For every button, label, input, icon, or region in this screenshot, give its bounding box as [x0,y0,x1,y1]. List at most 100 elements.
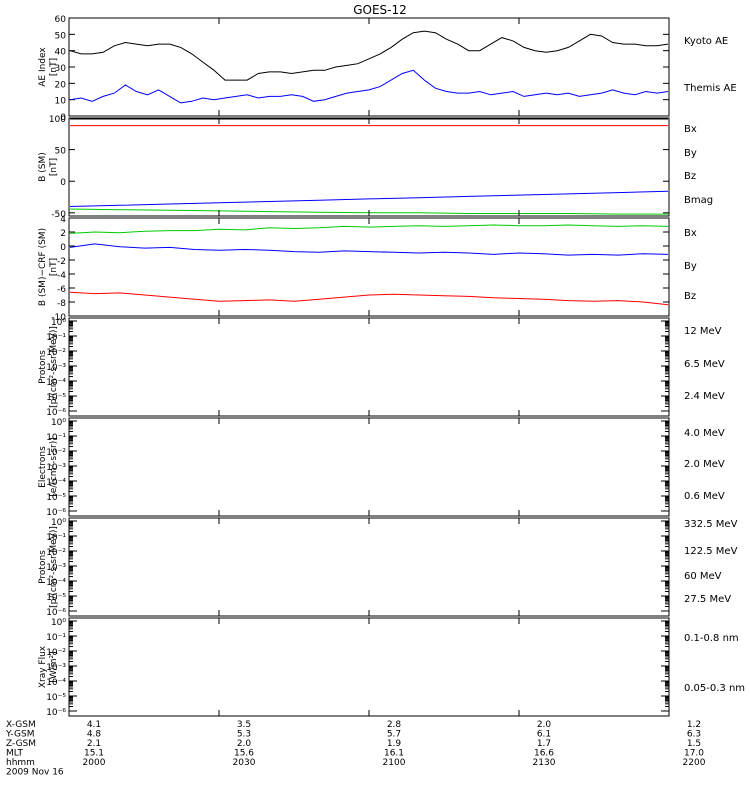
y-tick-label: 10⁻⁶ [46,608,66,618]
x-row-value: 3.5 [237,720,251,730]
panel-5: Electrons [e/(cm²-s-sr)] 10⁰ 10⁻¹ 10⁻² 10⁻³ 10… [38,417,725,518]
x-row-label: X-GSM [6,720,36,730]
x-row-value: 1.2 [687,720,701,730]
y-tick-label: 10⁻⁶ [46,408,66,418]
x-row-value: 1.9 [387,739,402,749]
y-axis-label: B (SM) [38,152,48,182]
legend-entry: Bx [684,228,697,239]
y-tick-label: 10⁻³ [46,563,66,573]
y-tick-label: 10⁻⁶ [46,708,66,718]
panel-6: Protons [p/(cm²-s-sr-MeV)]10⁰ 10⁻¹ 10⁻² 10⁻³… [38,517,738,618]
panel-frame [68,617,670,717]
x-row-value: 6.3 [687,730,701,740]
legend-entry: By [684,261,697,272]
legend-entry: 6.5 MeV [684,359,725,370]
y-axis-label: [p/(cm²-s-sr-MeV)] [49,326,59,408]
x-row-value: 17.0 [684,749,704,759]
legend-entry: 2.4 MeV [684,391,725,402]
y-tick-label: 0 [60,243,66,253]
x-row-label: Y-GSM [5,730,34,740]
legend-entry: Bz [684,291,696,302]
y-tick-label: 10⁻² [46,448,66,458]
legend-entry: Bx [684,124,697,135]
y-tick-label: 10⁻² [46,648,66,658]
panel-1: AE Index [nT] 0 10 20 30 40 50 60 Kyoto AE Themis … [38,15,737,123]
y-tick-label: -2 [57,257,66,267]
x-row-label: MLT [6,749,24,759]
y-tick-label: 2 [60,229,66,239]
series-line-kyoto-ae [69,30,669,81]
y-axis-label: Xray Flux [38,645,48,688]
y-tick-label: 100 [49,115,66,125]
y-axis-label: B (SM)−CRF (SM) [38,228,48,306]
y-tick-label: 10⁻³ [46,663,66,673]
y-tick-label: 10⁰ [51,318,66,328]
series-line-by [69,224,669,234]
y-axis-label: Electrons [38,446,48,488]
legend-entry: 0.1-0.8 nm [684,633,739,644]
x-row-label: hhmm [6,758,35,768]
y-axis-label: Protons [38,350,48,384]
y-tick-label: 50 [55,147,67,157]
x-row-value: 15.1 [84,749,104,759]
x-row-value: 15.6 [234,749,254,759]
legend-entry: Kyoto AE [684,36,728,47]
x-row-value: 2.8 [387,720,402,730]
y-tick-label: -10 [51,313,66,323]
y-axis-label: [nT] [49,58,59,76]
y-tick-label: 10⁰ [51,618,66,628]
y-tick-label: 10⁻¹ [46,333,66,343]
y-tick-label: 10⁻⁵ [46,393,66,403]
y-axis-label: [p/(cm²-s-sr-MeV)] [49,526,59,608]
y-tick-label: 0 [60,178,66,188]
y-tick-label: 10⁻² [46,348,66,358]
x-row-value: 1.7 [537,739,551,749]
legend-entry: 60 MeV [684,571,722,582]
y-axis-label: [nT] [49,158,59,176]
panel-frame [68,517,670,617]
legend-entry: 2.0 MeV [684,459,725,470]
y-tick-label: -8 [57,299,66,309]
x-row-value: 2130 [533,758,556,768]
legend-entry: 0.6 MeV [684,491,725,502]
x-row-value: 16.6 [534,749,554,759]
x-row-value: 2000 [83,758,106,768]
plot-title: GOES-12 [353,3,407,17]
y-tick-label: -50 [51,210,66,220]
y-tick-label: 40 [55,48,67,58]
y-tick-label: 10⁻¹ [46,533,66,543]
y-tick-label: 4 [60,215,66,225]
series-line-bz [69,291,669,306]
date-label: 2009 Nov 16 [6,768,64,778]
panel-7: Xray Flux [W/m²] 10⁰ 10⁻¹ 10⁻² 10⁻³ 10⁻⁴ 10⁻⁵ 10… [38,617,745,718]
x-row-value: 1.5 [687,739,701,749]
y-tick-label: 10⁰ [51,518,66,528]
y-tick-label: 10⁻⁴ [46,378,66,388]
panel-2: B (SM) [nT] -50 0 50 100 Bx By Bz Bmag [38,115,713,220]
y-tick-label: 0 [60,113,66,123]
x-row-value: 4.1 [87,720,101,730]
y-axis-label: AE Index [38,47,48,87]
panel-frame [68,417,670,517]
x-axis-table: X-GSM 4.1 3.5 2.8 2.0 1.2 Y-GSM 4.8 5.3 5.7 6.1 6.3… [5,720,706,778]
panel-3: B (SM)−CRF (SM) [nT] -10 -8 -6 -4 -2 0 2 4 Bx By Bz [38,215,697,323]
legend-entry: Bz [684,171,696,182]
legend-entry: By [684,148,697,159]
y-tick-label: 60 [55,15,67,25]
y-tick-label: 10⁻⁴ [46,478,66,488]
x-row-value: 2200 [683,758,706,768]
x-row-value: 2.0 [537,720,552,730]
y-tick-label: 10⁰ [51,418,66,428]
y-tick-label: 10⁻⁵ [46,693,66,703]
y-tick-label: 10⁻¹ [46,433,66,443]
x-row-value: 2100 [383,758,406,768]
legend-entry: 0.05-0.3 nm [684,683,745,694]
y-axis-label: [W/m²] [49,651,59,682]
series-line-bx [69,190,669,207]
x-row-value: 2030 [233,758,256,768]
series-line-bx [69,243,669,256]
y-tick-label: 10⁻⁵ [46,493,66,503]
series-line-themis-ae [69,69,669,104]
